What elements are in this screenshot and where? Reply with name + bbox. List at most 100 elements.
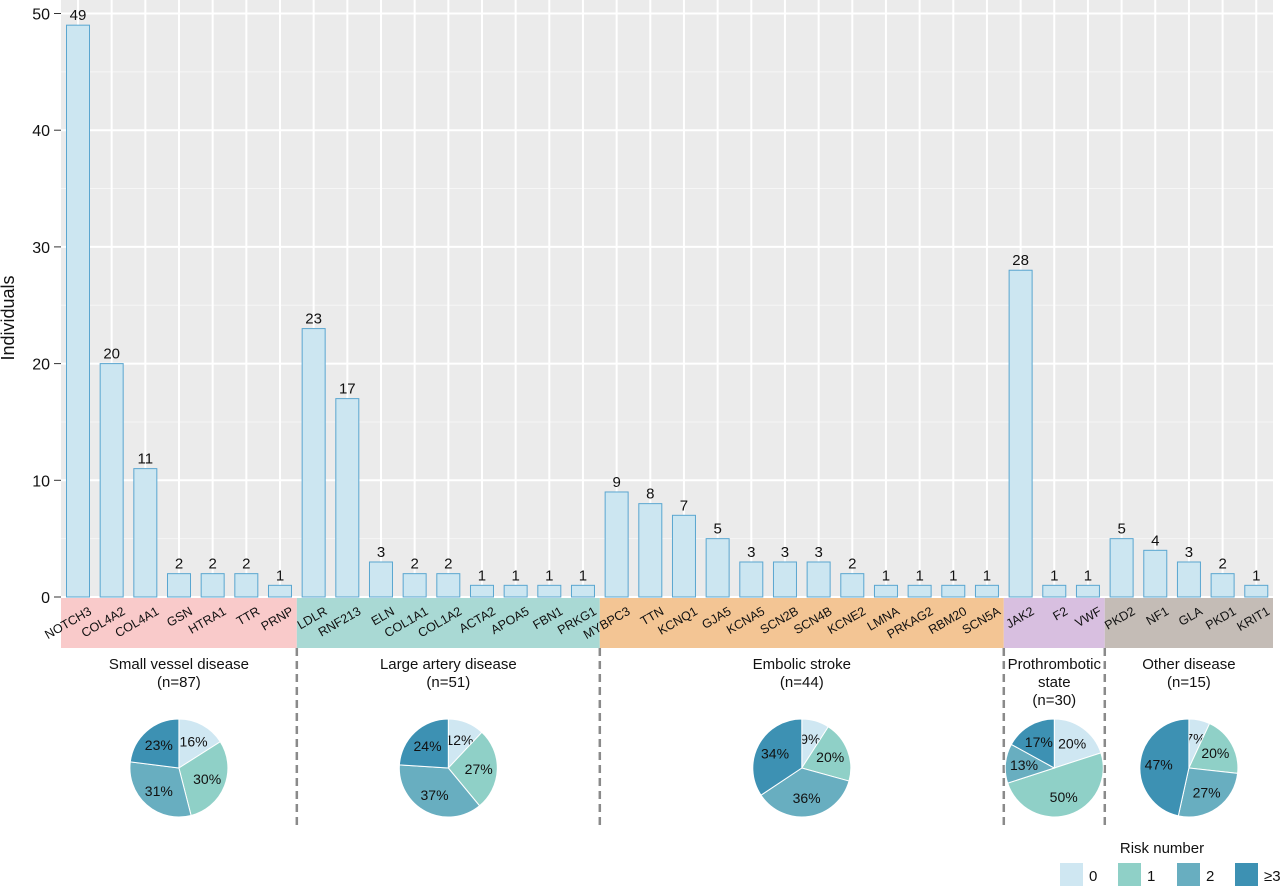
group-name: (n=44) <box>780 674 824 691</box>
bar-value-label: 49 <box>70 7 87 24</box>
bar <box>503 584 528 598</box>
bar-value-label: 1 <box>1050 567 1058 584</box>
pie-label: 17% <box>1025 734 1053 750</box>
pie-label: 30% <box>193 771 221 787</box>
bar <box>840 573 865 598</box>
legend-key <box>1177 863 1200 886</box>
bar-value-label: 1 <box>915 567 923 584</box>
y-tick-label: 20 <box>32 357 50 374</box>
bar <box>772 561 797 598</box>
legend-title: Risk number <box>1120 840 1204 857</box>
bar <box>1176 561 1201 598</box>
pie-label: 20% <box>1201 745 1229 761</box>
pie-slice <box>1188 722 1239 774</box>
legend-label: 1 <box>1147 868 1155 885</box>
bar-value-label: 8 <box>646 486 654 503</box>
bar <box>739 561 764 598</box>
y-tick-label: 50 <box>32 7 50 24</box>
bar-value-label: 2 <box>848 556 856 573</box>
group-name: (n=30) <box>1032 692 1076 709</box>
bar-value-label: 5 <box>713 521 721 538</box>
bar-value-label: 1 <box>545 567 553 584</box>
bar <box>604 491 629 598</box>
bar-value-label: 1 <box>579 567 587 584</box>
legend-label: 0 <box>1089 868 1097 885</box>
bar-value-label: 1 <box>276 567 284 584</box>
bar <box>1042 584 1067 598</box>
bar-value-label: 1 <box>478 567 486 584</box>
bar-value-label: 2 <box>410 556 418 573</box>
pie-slice <box>398 718 449 769</box>
bar <box>368 561 393 598</box>
pie-slice <box>1177 767 1239 818</box>
bar <box>335 398 360 598</box>
group-strip <box>296 598 600 648</box>
bar-value-label: 1 <box>882 567 890 584</box>
y-axis: 0 10 20 30 40 50 <box>32 7 61 607</box>
group-strip <box>599 598 1004 648</box>
group-strip <box>1104 598 1273 648</box>
pie-slice <box>1010 718 1055 769</box>
bar <box>436 573 461 598</box>
bar-value-label: 2 <box>175 556 183 573</box>
pie-slice <box>398 764 481 818</box>
pie-slice <box>447 731 498 807</box>
y-tick-label: 0 <box>41 590 50 607</box>
bar-value-label: 1 <box>983 567 991 584</box>
pie-label: 47% <box>1145 757 1173 773</box>
bar-value-label: 3 <box>781 544 789 561</box>
y-tick-label: 10 <box>32 473 50 490</box>
bar-value-label: 2 <box>1218 556 1226 573</box>
bar-value-label: 1 <box>1084 567 1092 584</box>
group-name: (n=15) <box>1167 674 1211 691</box>
pie-label: 27% <box>465 761 493 777</box>
bar <box>873 584 898 598</box>
group-strip <box>61 598 297 648</box>
legend-key <box>1235 863 1258 886</box>
bar <box>469 584 494 598</box>
bar-value-label: 5 <box>1117 521 1125 538</box>
pie-label: 36% <box>793 790 821 806</box>
y-tick-label: 40 <box>32 123 50 140</box>
bar <box>638 503 663 598</box>
legend-label: 2 <box>1206 868 1214 885</box>
legend-key <box>1060 863 1083 886</box>
bar <box>941 584 966 598</box>
legend-label: ≥3 <box>1264 868 1280 885</box>
bar-value-label: 28 <box>1012 252 1029 269</box>
bar-value-label: 1 <box>949 567 957 584</box>
bar <box>1244 584 1269 598</box>
bar <box>974 584 999 598</box>
pie-slice <box>1139 718 1190 817</box>
bar <box>166 573 191 598</box>
bar-value-label: 3 <box>377 544 385 561</box>
plot-panel <box>61 0 1273 598</box>
group-name: (n=87) <box>157 674 201 691</box>
group-labels: Small vessel disease(n=87) Large artery d… <box>109 648 1236 826</box>
pie-label: 12% <box>445 732 473 748</box>
bar <box>234 573 259 598</box>
pie-slice <box>1053 718 1102 769</box>
bar <box>1109 538 1134 598</box>
pie-slice <box>178 718 221 769</box>
group-name: (n=51) <box>426 674 470 691</box>
legend: Risk number 0 1 2 ≥3 <box>1060 840 1280 886</box>
bar-value-label: 9 <box>612 474 620 491</box>
bar <box>705 538 730 598</box>
bar-value-label: 1 <box>511 567 519 584</box>
pie-label: 16% <box>180 733 208 749</box>
pie-label: 20% <box>1058 735 1086 751</box>
pie-label: 50% <box>1050 789 1078 805</box>
bar <box>1143 549 1168 598</box>
pie-label: 23% <box>145 737 173 753</box>
pie-label: 24% <box>414 738 442 754</box>
bar-value-label: 2 <box>242 556 250 573</box>
pie-label: 13% <box>1010 757 1038 773</box>
group-name: Small vessel disease <box>109 656 249 673</box>
bar-value-label: 20 <box>103 346 120 363</box>
group-name: Other disease <box>1142 656 1235 673</box>
bar <box>671 514 696 598</box>
bar <box>570 584 595 598</box>
